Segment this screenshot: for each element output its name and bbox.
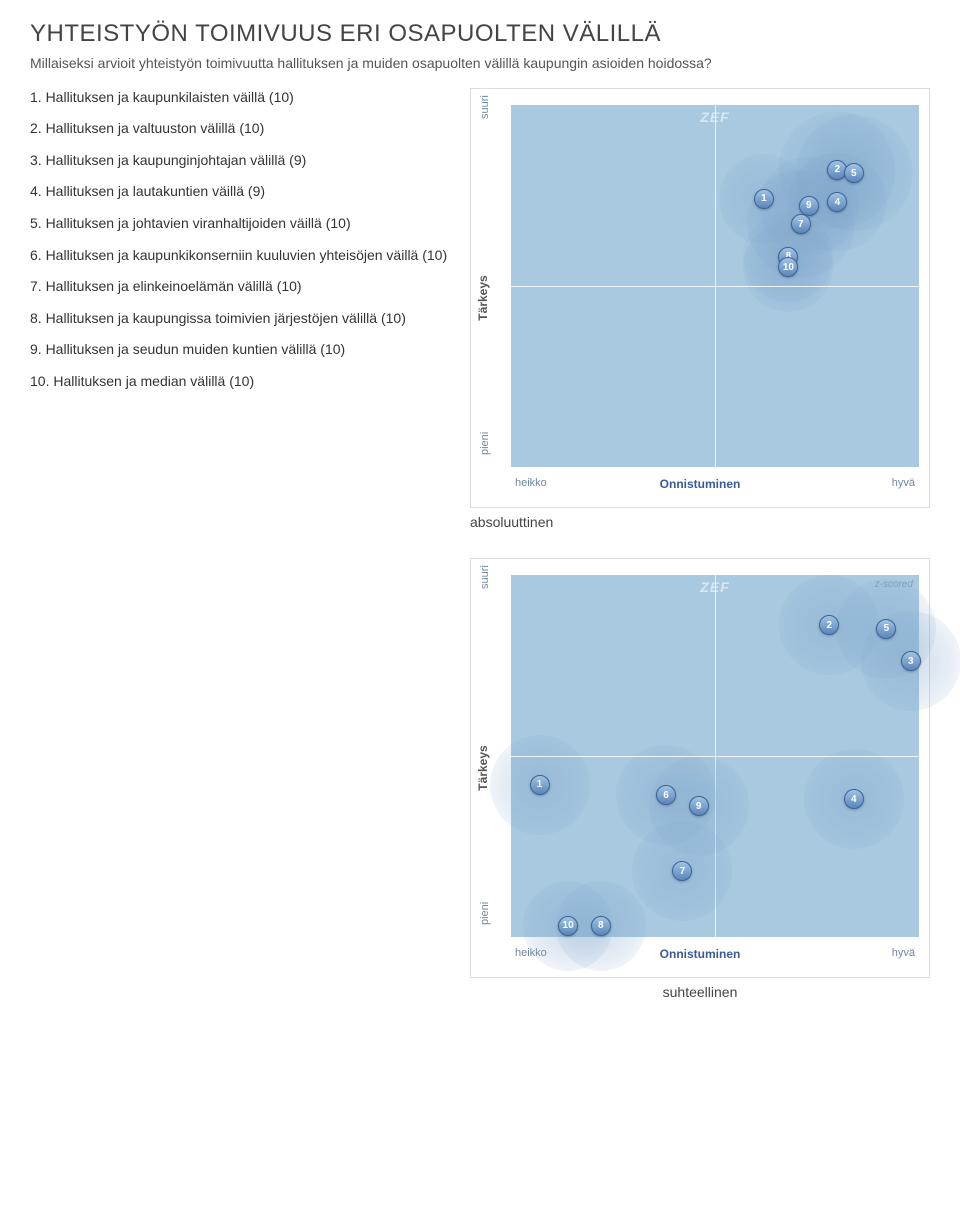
chart-plot-area: ZEF z-scored 2 53 1 69 4 7 10 8 (511, 575, 919, 937)
chart-point: 7 (791, 214, 811, 234)
chart-point: 3 (901, 651, 921, 671)
page-title: YHTEISTYÖN TOIMIVUUS ERI OSAPUOLTEN VÄLI… (30, 20, 930, 48)
chart-caption-absolute: absoluuttinen (470, 514, 930, 530)
list-item: 5. Hallituksen ja johtavien viranhaltijo… (30, 214, 450, 234)
chart-point: 9 (799, 196, 819, 216)
y-axis-label: Tärkeys (476, 745, 490, 790)
page-subtitle: Millaiseksi arvioit yhteistyön toimivuut… (30, 54, 910, 74)
zef-logo: ZEF (700, 579, 729, 595)
list-item: 9. Hallituksen ja seudun muiden kuntien … (30, 340, 450, 360)
chart-point: 7 (672, 861, 692, 881)
zef-logo: ZEF (700, 109, 729, 125)
y-max-label: suuri (479, 95, 491, 119)
chart-point: 8 (591, 916, 611, 936)
chart-absolute: Tärkeys suuri pieni heikko hyvä Onnistum… (470, 88, 930, 508)
list-item: 4. Hallituksen ja lautakuntien väillä (9… (30, 182, 450, 202)
x-max-label: hyvä (892, 947, 915, 959)
chart-point: 4 (827, 192, 847, 212)
x-axis-label: Onnistuminen (660, 477, 741, 491)
list-item: 7. Hallituksen ja elinkeinoelämän välill… (30, 277, 450, 297)
x-min-label: heikko (515, 947, 547, 959)
chart-point: 5 (844, 163, 864, 183)
chart-point: 1 (530, 775, 550, 795)
chart-point: 2 (819, 615, 839, 635)
x-min-label: heikko (515, 477, 547, 489)
items-list: 1. Hallituksen ja kaupunkilaisten väillä… (30, 88, 452, 404)
chart-absolute-block: Tärkeys suuri pieni heikko hyvä Onnistum… (470, 88, 930, 530)
chart-relative: Tärkeys suuri pieni heikko hyvä Onnistum… (470, 558, 930, 978)
chart-point: 4 (844, 789, 864, 809)
chart-point: 10 (778, 257, 798, 277)
chart-point: 6 (656, 785, 676, 805)
list-item: 6. Hallituksen ja kaupunkikonserniin kuu… (30, 246, 450, 266)
list-item: 1. Hallituksen ja kaupunkilaisten väillä… (30, 88, 450, 108)
bottom-row: Tärkeys suuri pieni heikko hyvä Onnistum… (30, 558, 930, 1000)
y-max-label: suuri (479, 565, 491, 589)
chart-plot-area: ZEF 125497810 (511, 105, 919, 467)
chart-caption-relative: suhteellinen (470, 984, 930, 1000)
chart-point: 1 (754, 189, 774, 209)
chart-relative-block: Tärkeys suuri pieni heikko hyvä Onnistum… (470, 558, 930, 1000)
list-item: 10. Hallituksen ja median välillä (10) (30, 372, 450, 392)
top-row: 1. Hallituksen ja kaupunkilaisten väillä… (30, 88, 930, 530)
chart-point: 10 (558, 916, 578, 936)
zscored-label: z-scored (875, 579, 913, 590)
chart-point: 5 (876, 619, 896, 639)
list-item: 8. Hallituksen ja kaupungissa toimivien … (30, 309, 450, 329)
list-item: 2. Hallituksen ja valtuuston välillä (10… (30, 119, 450, 139)
chart-point: 9 (689, 796, 709, 816)
y-axis-label: Tärkeys (476, 275, 490, 320)
x-axis-label: Onnistuminen (660, 947, 741, 961)
list-item: 3. Hallituksen ja kaupunginjohtajan väli… (30, 151, 450, 171)
y-min-label: pieni (479, 901, 491, 924)
y-min-label: pieni (479, 431, 491, 454)
x-max-label: hyvä (892, 477, 915, 489)
